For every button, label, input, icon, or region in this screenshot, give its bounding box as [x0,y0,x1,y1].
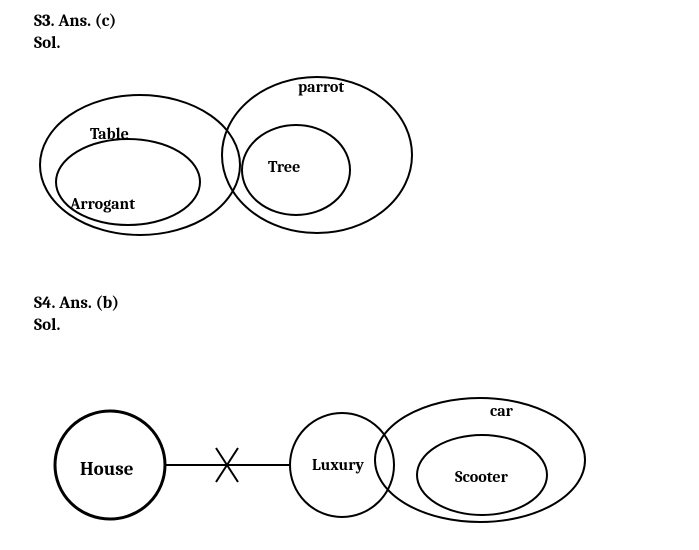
page: S3. Ans. (c) Sol. S4. Ans. (b) Sol. Tabl… [0,0,699,550]
q4-label: Luxury [312,456,364,474]
q4-ellipse [375,398,585,522]
q3-ellipse [40,95,240,235]
q3-label: Table [90,125,129,143]
q3-heading: S3. Ans. (c) [34,12,116,31]
q4-label: Scooter [455,468,508,486]
q3-subheading: Sol. [34,34,60,53]
q4-subheading: Sol. [34,316,60,335]
q3-label: Tree [268,158,300,176]
q3-label: parrot [298,78,344,96]
q4-label: House [80,458,134,480]
q3-label: Arrogant [70,195,135,213]
q4-label: car [490,402,513,420]
q4-heading: S4. Ans. (b) [34,294,119,313]
q3-venn-diagram [0,60,500,270]
q3-ellipse [222,77,412,233]
